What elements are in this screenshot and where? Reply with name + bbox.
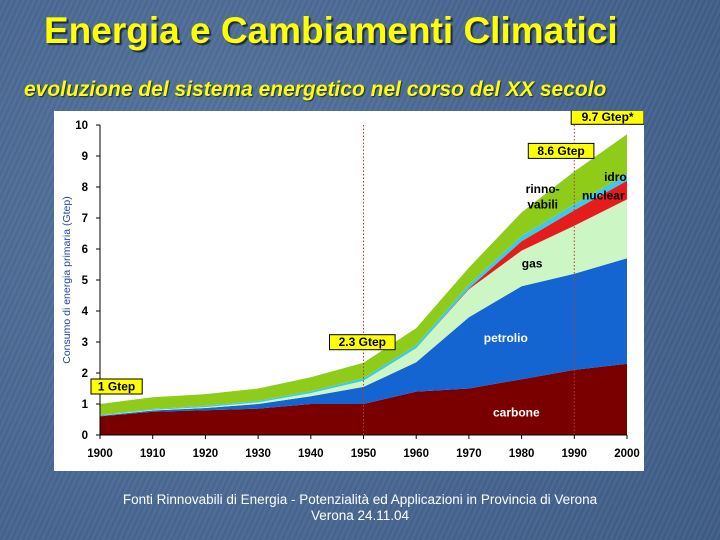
x-tick-label: 1960 xyxy=(403,448,429,460)
slide-title: Energia e Cambiamenti Climatici xyxy=(44,10,618,51)
x-tick-label: 1940 xyxy=(298,448,324,460)
x-tick-label: 1920 xyxy=(193,448,219,460)
value-annotation-box xyxy=(527,142,595,159)
area-label-nuclear: nuclear xyxy=(582,188,625,202)
y-tick-label: 1 xyxy=(82,399,89,411)
x-tick-label: 1980 xyxy=(509,448,535,460)
x-tick-label: 1970 xyxy=(456,448,482,460)
footer-line-1: Fonti Rinnovabili di Energia - Potenzial… xyxy=(122,492,598,507)
y-axis-title: Consumo di energia primaria (Gtep) xyxy=(61,196,73,364)
area-petrolio xyxy=(100,258,627,417)
y-tick-label: 2 xyxy=(82,368,88,380)
value-annotation-label: 1 Gtep xyxy=(98,380,135,394)
y-tick-label: 5 xyxy=(82,275,89,287)
value-annotation-label: 8.6 Gtep xyxy=(537,144,584,158)
x-tick-label: 1990 xyxy=(562,448,588,460)
energy-stacked-area-chart: 0 1 2 3 4 5 6 7 8 9 10 1900 1910 1920 1930 1940 1950 1960… xyxy=(61,111,644,460)
x-tick-label: 1910 xyxy=(140,448,166,460)
y-tick-label: 8 xyxy=(82,182,89,194)
value-annotation-label: 2.3 Gtep xyxy=(339,335,386,349)
y-tick-label: 10 xyxy=(75,120,88,132)
footer: Fonti Rinnovabili di Energia - Potenzial… xyxy=(0,492,720,524)
area-label-petrolio: petrolio xyxy=(484,331,528,345)
area-label-idro: idro xyxy=(604,170,627,184)
value-annotation-box xyxy=(90,378,143,395)
area-label-carbone: carbone xyxy=(493,405,540,419)
x-tick-label: 2000 xyxy=(614,448,640,460)
footer-line-2: Verona 24.11.04 xyxy=(310,508,410,523)
x-tick-label: 1950 xyxy=(351,448,377,460)
slide-subtitle: evoluzione del sistema energetico nel co… xyxy=(24,78,607,101)
area-label-vabili: vabili xyxy=(527,198,558,212)
y-tick-label: 9 xyxy=(82,151,88,163)
y-tick-label: 6 xyxy=(82,244,88,256)
value-annotation-box xyxy=(329,334,396,351)
x-tick-label: 1930 xyxy=(245,448,271,460)
value-annotation-label: 9.7 Gtep* xyxy=(582,111,634,124)
y-tick-label: 3 xyxy=(82,337,88,349)
area-label-gas: gas xyxy=(522,257,543,271)
value-annotation-box xyxy=(570,111,644,125)
y-tick-label: 4 xyxy=(82,306,89,318)
area-label-rinno: rinno- xyxy=(526,182,560,196)
y-tick-label: 0 xyxy=(82,430,88,442)
chart-panel: 0 1 2 3 4 5 6 7 8 9 10 1900 1910 1920 1930 1940 1950 1960… xyxy=(54,111,644,471)
area-carbone xyxy=(100,363,627,435)
y-tick-label: 7 xyxy=(82,213,88,225)
x-tick-label: 1900 xyxy=(87,448,113,460)
